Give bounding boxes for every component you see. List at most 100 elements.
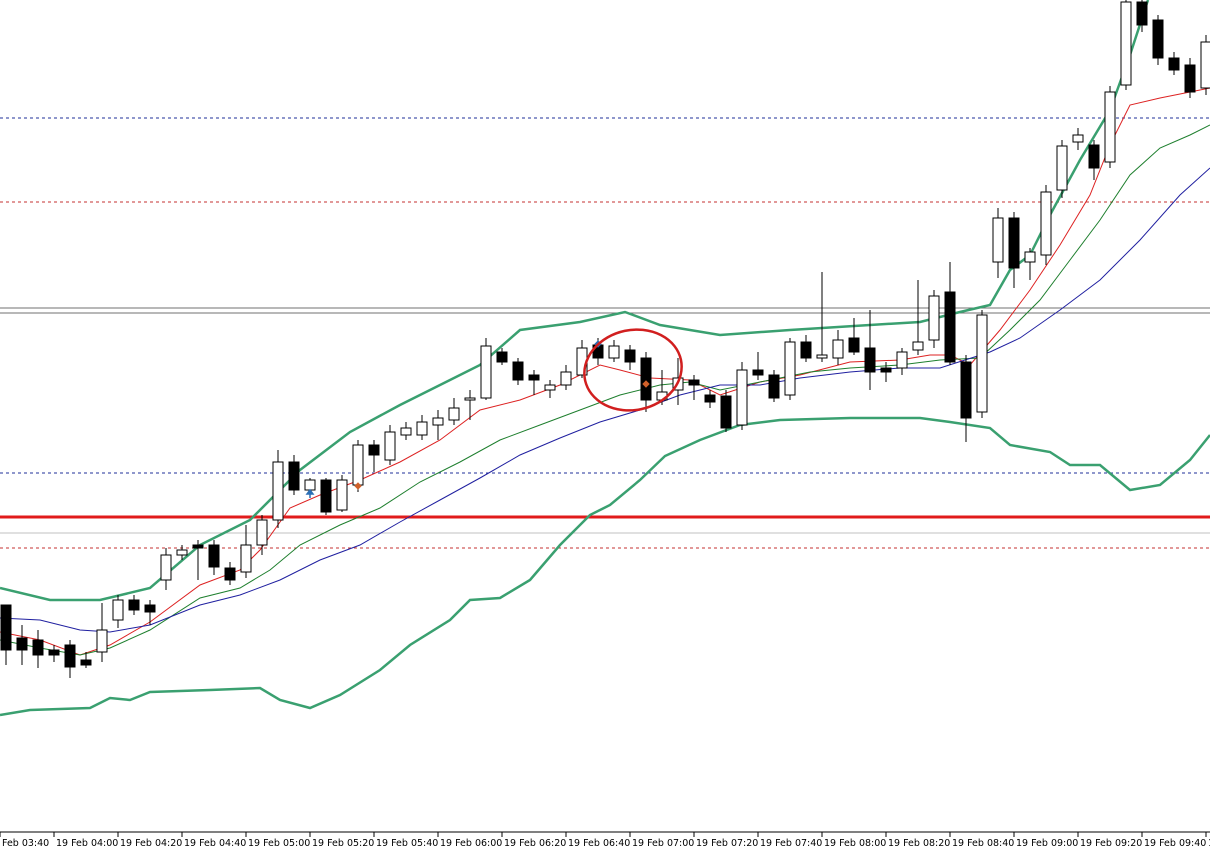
candle-body: [64, 644, 76, 668]
candle-body: [768, 374, 780, 399]
x-tick-label: 19 Feb 08:20: [888, 838, 950, 849]
candle-body: [896, 351, 908, 369]
candle-body: [400, 427, 412, 436]
candle-body: [848, 337, 860, 353]
candle-body: [704, 394, 716, 403]
candle-body: [432, 417, 444, 426]
candle-body: [816, 354, 828, 359]
x-tick-label: 19 Feb 06:20: [504, 838, 566, 849]
candle-body: [608, 345, 620, 359]
red-annotation-ellipse: [583, 328, 683, 412]
candle-body: [464, 397, 476, 401]
ma-line-3: [0, 124, 1210, 656]
candle-body: [1072, 134, 1084, 143]
candle-body: [880, 367, 892, 373]
candle-body: [320, 479, 332, 513]
candle-body: [304, 479, 316, 491]
x-tick-label: 19 Feb 04:00: [56, 838, 118, 849]
x-tick-label: 19 Feb 07:40: [760, 838, 822, 849]
candle-body: [48, 649, 60, 656]
candle-body: [128, 599, 140, 611]
ma-line-2: [0, 87, 1210, 656]
candle-body: [1088, 144, 1100, 169]
candle-body: [720, 395, 732, 429]
candle-body: [512, 361, 524, 381]
candle-body: [368, 444, 380, 456]
x-tick-label: 19 Feb 05:00: [248, 838, 310, 849]
candle-body: [832, 339, 844, 359]
candle-body: [0, 604, 12, 651]
candle-body: [288, 461, 300, 491]
candle-body: [1200, 41, 1210, 89]
x-tick-label: 19 Feb 09:20: [1080, 838, 1142, 849]
candle-body: [864, 347, 876, 373]
candle-body: [688, 379, 700, 386]
candle-body: [1008, 217, 1020, 269]
candle-body: [992, 217, 1004, 263]
candle-body: [960, 361, 972, 419]
candle-body: [240, 544, 252, 573]
candle-body: [32, 639, 44, 656]
x-axis-ticks: Feb 03:40 19 Feb 04:00 19 Feb 04:20 19 Feb …: [0, 832, 1210, 849]
x-tick-label: 19 Feb 06:00: [440, 838, 502, 849]
signal-arrow-up: [305, 488, 315, 498]
candle-body: [1056, 145, 1068, 191]
candle-body: [112, 599, 124, 621]
bollinger-line-0: [0, 0, 1150, 602]
signal-marker: [354, 482, 362, 490]
x-tick-label: 19 Feb 04:40: [184, 838, 246, 849]
x-tick-label: 19 Feb 05:40: [376, 838, 438, 849]
candle-body: [1120, 1, 1132, 86]
candle-body: [80, 659, 92, 666]
x-tick-label: 19 Feb 05:20: [312, 838, 374, 849]
x-tick-label: 19 Feb 09:00: [1016, 838, 1078, 849]
candle-body: [736, 369, 748, 426]
candle-body: [96, 629, 108, 653]
candle-body: [416, 421, 428, 436]
candle-body: [800, 341, 812, 359]
candle-body: [352, 444, 364, 486]
ma-line-4: [0, 167, 1210, 633]
candle-body: [944, 291, 956, 363]
x-tick-label: 19 Feb 04:20: [120, 838, 182, 849]
annotation-circle: [583, 328, 683, 412]
candle-body: [928, 295, 940, 341]
candle-body: [496, 351, 508, 363]
candle-body: [144, 604, 156, 613]
x-tick-label: 19 Feb 09:40: [1144, 838, 1206, 849]
candle-body: [224, 567, 236, 581]
x-tick-label: 19 Feb 07:00: [632, 838, 694, 849]
candle-body: [208, 544, 220, 568]
candle-body: [624, 349, 636, 363]
candle-body: [752, 369, 764, 376]
candle-body: [272, 461, 284, 521]
x-tick-label: 19 Feb 07:20: [696, 838, 758, 849]
candle-body: [336, 479, 348, 511]
x-tick-label: 1: [1208, 838, 1210, 849]
candle-body: [528, 374, 540, 381]
candle-body: [192, 544, 204, 549]
candle-body: [912, 341, 924, 351]
candle-body: [480, 345, 492, 399]
candle-body: [544, 384, 556, 391]
candle-body: [1168, 57, 1180, 71]
candle-body: [1024, 251, 1036, 263]
candle-body: [1184, 64, 1196, 93]
candle-body: [560, 371, 572, 386]
horizontal-level-lines: [0, 117, 1210, 549]
bollinger-line-1: [0, 416, 1210, 717]
x-tick-label: 19 Feb 08:00: [824, 838, 886, 849]
x-tick-label: 19 Feb 08:40: [952, 838, 1014, 849]
candle-body: [1152, 19, 1164, 59]
candle-body: [1136, 1, 1148, 26]
x-tick-label: 19 Feb 06:40: [568, 838, 630, 849]
candle-body: [256, 519, 268, 546]
candle-body: [16, 637, 28, 651]
candle-body: [384, 431, 396, 461]
candle-body: [448, 407, 460, 421]
indicator-lines: [0, 0, 1210, 717]
signal-marker: [642, 380, 650, 388]
candle-body: [976, 314, 988, 413]
candle-body: [1104, 91, 1116, 163]
